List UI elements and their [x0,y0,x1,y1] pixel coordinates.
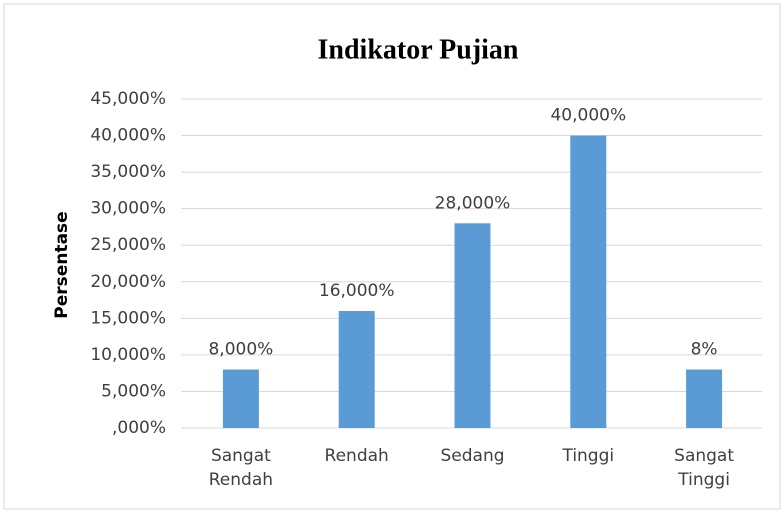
y-tick-label: 35,000% [90,162,166,182]
y-tick-label: 30,000% [90,199,166,219]
data-label: 8% [691,340,718,360]
y-tick-label: 25,000% [90,235,166,255]
x-tick-label: Sangat Rendah [208,446,274,490]
y-tick-label: 10,000% [90,345,166,365]
x-tick-label: Rendah [324,446,389,466]
chart-frame [3,3,781,510]
y-tick-label: 40,000% [90,126,166,146]
data-label: 8,000% [208,340,273,360]
bar [338,311,375,428]
x-tick-label: Sedang [440,446,505,466]
y-tick-label: 20,000% [90,272,166,292]
chart-title: Indikator Pujian [318,34,519,65]
y-tick-label: 45,000% [90,89,166,109]
x-tick-label: Sangat Tinggi [674,446,735,490]
data-label: 28,000% [435,193,511,213]
y-tick-label: ,000% [112,418,166,438]
y-tick-label: 5,000% [101,381,166,401]
bar [686,369,723,428]
data-label: 16,000% [319,281,395,301]
bar [222,369,259,428]
data-label: 40,000% [550,106,626,126]
bar [570,135,607,429]
x-tick-label: Tinggi [562,446,615,466]
y-axis-label: Persentase [52,211,72,318]
y-tick-label: 15,000% [90,308,166,328]
bar [454,223,491,428]
